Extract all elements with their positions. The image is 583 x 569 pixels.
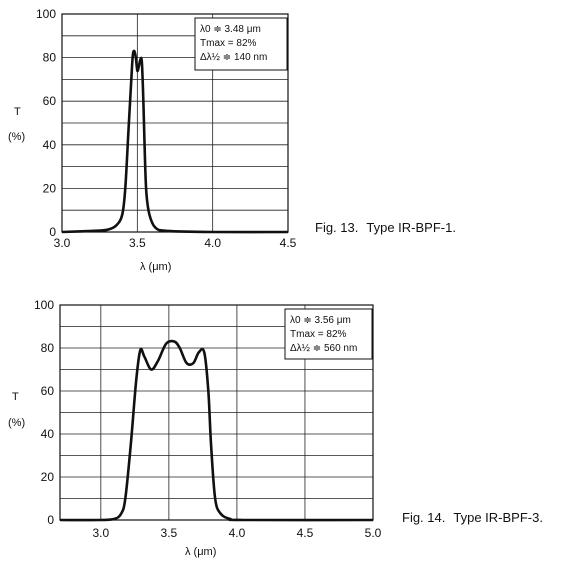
y-axis-label: T [12, 391, 19, 403]
y-tick-label: 80 [43, 51, 57, 65]
x-axis-label: λ (μm) [140, 261, 171, 273]
x-tick-label: 3.5 [161, 526, 178, 540]
caption-figure-number: Fig. 13. [315, 220, 359, 235]
x-tick-label: 3.0 [92, 526, 109, 540]
chart-ir-bpf-1: 0 20 40 60 80 100 3.0 3.5 4.0 4.5 λ0 ≑ 3.48 μm T… [8, 7, 297, 273]
figure-caption-14: Fig. 14. Type IR-BPF-3. [402, 510, 543, 525]
y-tick-label: 80 [41, 341, 55, 355]
y-tick-labels: 0 20 40 60 80 100 [34, 298, 54, 527]
y-tick-label: 100 [36, 7, 56, 21]
y-tick-label: 0 [49, 225, 56, 239]
transmission-curve [61, 49, 289, 234]
x-tick-label: 4.0 [204, 236, 221, 250]
chart-ir-bpf-3: 0 20 40 60 80 100 3.0 3.5 4.0 4.5 5.0 λ0 ≑ 3.56 μ… [8, 298, 382, 558]
caption-figure-number: Fig. 14. [402, 510, 446, 525]
y-tick-label: 40 [41, 427, 55, 441]
y-tick-label: 20 [43, 181, 57, 195]
y-tick-label: 60 [43, 94, 57, 108]
x-tick-label: 4.5 [280, 236, 297, 250]
y-axis-label: T [14, 106, 21, 118]
annotation-tmax: Tmax = 82% [290, 329, 347, 340]
caption-title: Type IR-BPF-1. [366, 220, 456, 235]
y-axis-unit: (%) [8, 131, 25, 143]
x-axis-label: λ (μm) [185, 546, 216, 558]
y-tick-label: 40 [43, 138, 57, 152]
annotation-box [194, 17, 288, 71]
annotation-center-wavelength: λ0 ≑ 3.48 μm [200, 24, 261, 35]
x-tick-label: 3.5 [129, 236, 146, 250]
annotation-box [284, 308, 373, 360]
caption-title: Type IR-BPF-3. [453, 510, 543, 525]
x-tick-labels: 3.0 3.5 4.0 4.5 [54, 236, 297, 250]
x-tick-labels: 3.0 3.5 4.0 4.5 5.0 [92, 526, 381, 540]
y-tick-label: 20 [41, 470, 55, 484]
x-tick-label: 4.5 [297, 526, 314, 540]
annotation-bandwidth: Δλ½ ≑ 140 nm [200, 52, 267, 63]
figure-caption-13: Fig. 13. Type IR-BPF-1. [315, 220, 456, 235]
annotation-center-wavelength: λ0 ≑ 3.56 μm [290, 315, 351, 326]
annotation-tmax: Tmax = 82% [200, 38, 257, 49]
x-tick-label: 3.0 [54, 236, 71, 250]
y-tick-labels: 0 20 40 60 80 100 [36, 7, 56, 239]
transmission-curve [59, 339, 374, 522]
y-tick-label: 0 [47, 513, 54, 527]
x-tick-label: 5.0 [365, 526, 382, 540]
y-axis-unit: (%) [8, 417, 25, 429]
annotation-bandwidth: Δλ½ ≑ 560 nm [290, 343, 357, 354]
x-tick-label: 4.0 [229, 526, 246, 540]
y-tick-label: 60 [41, 384, 55, 398]
y-tick-label: 100 [34, 298, 54, 312]
